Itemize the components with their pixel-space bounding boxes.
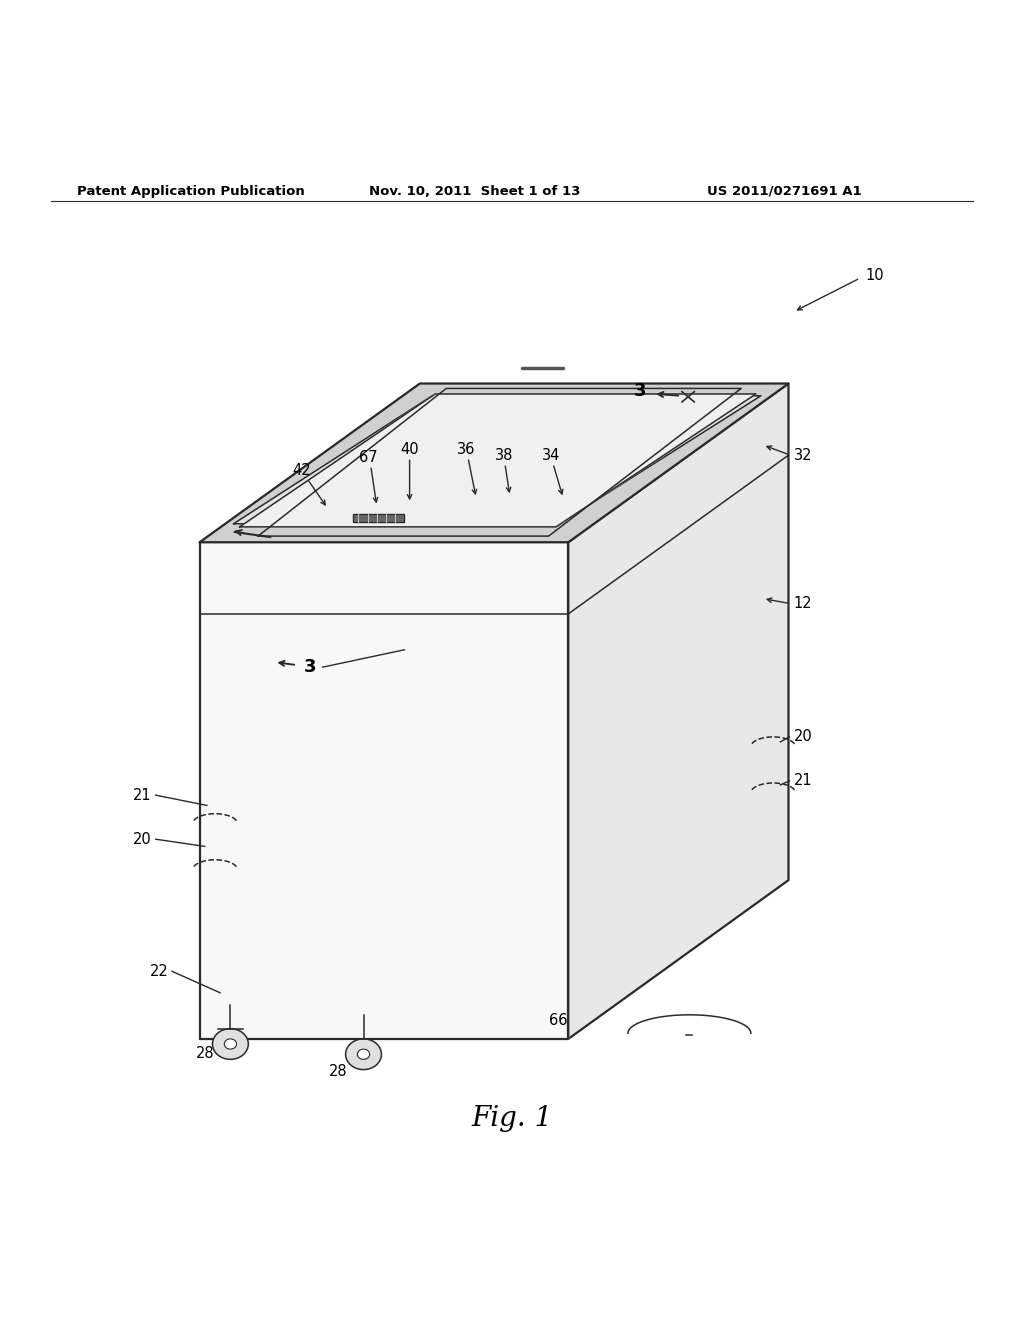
Text: 21: 21 xyxy=(133,788,152,803)
Text: 28: 28 xyxy=(329,1064,347,1080)
Text: Fig. 1: Fig. 1 xyxy=(471,1105,553,1133)
Text: 42: 42 xyxy=(293,463,311,478)
Text: 3: 3 xyxy=(634,381,646,400)
Text: 3: 3 xyxy=(304,659,316,676)
Polygon shape xyxy=(240,393,756,527)
Text: 22: 22 xyxy=(151,964,169,979)
Text: 38: 38 xyxy=(495,447,513,463)
Text: 34: 34 xyxy=(542,447,560,463)
Text: US 2011/0271691 A1: US 2011/0271691 A1 xyxy=(707,185,861,198)
Polygon shape xyxy=(568,384,788,1039)
Text: 40: 40 xyxy=(400,442,419,457)
Text: Nov. 10, 2011  Sheet 1 of 13: Nov. 10, 2011 Sheet 1 of 13 xyxy=(369,185,580,198)
Polygon shape xyxy=(200,543,568,1039)
Text: 28: 28 xyxy=(196,1045,214,1061)
Ellipse shape xyxy=(224,1039,237,1049)
Ellipse shape xyxy=(345,1039,381,1069)
Text: 21: 21 xyxy=(794,774,812,788)
Text: 67: 67 xyxy=(359,450,378,465)
Text: 12: 12 xyxy=(794,597,812,611)
Ellipse shape xyxy=(213,1028,248,1060)
Text: 32: 32 xyxy=(794,447,812,463)
Text: 20: 20 xyxy=(794,729,812,744)
Text: 66: 66 xyxy=(549,1012,567,1028)
Text: 10: 10 xyxy=(865,268,884,284)
Polygon shape xyxy=(353,513,404,521)
Ellipse shape xyxy=(357,1049,370,1060)
Polygon shape xyxy=(233,396,761,524)
Text: Patent Application Publication: Patent Application Publication xyxy=(77,185,304,198)
Text: 36: 36 xyxy=(457,442,475,457)
Polygon shape xyxy=(200,384,788,543)
Text: 20: 20 xyxy=(133,832,152,846)
